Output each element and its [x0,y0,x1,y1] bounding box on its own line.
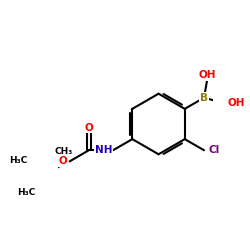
Text: OH: OH [228,98,245,108]
Text: Cl: Cl [208,145,219,155]
Text: O: O [84,122,93,132]
Text: NH: NH [94,145,112,155]
Text: H₃C: H₃C [9,156,27,165]
Text: B: B [200,93,208,103]
Text: O: O [59,156,68,166]
Text: CH₃: CH₃ [54,147,73,156]
Text: OH: OH [199,70,216,80]
Text: H₃C: H₃C [17,188,35,197]
